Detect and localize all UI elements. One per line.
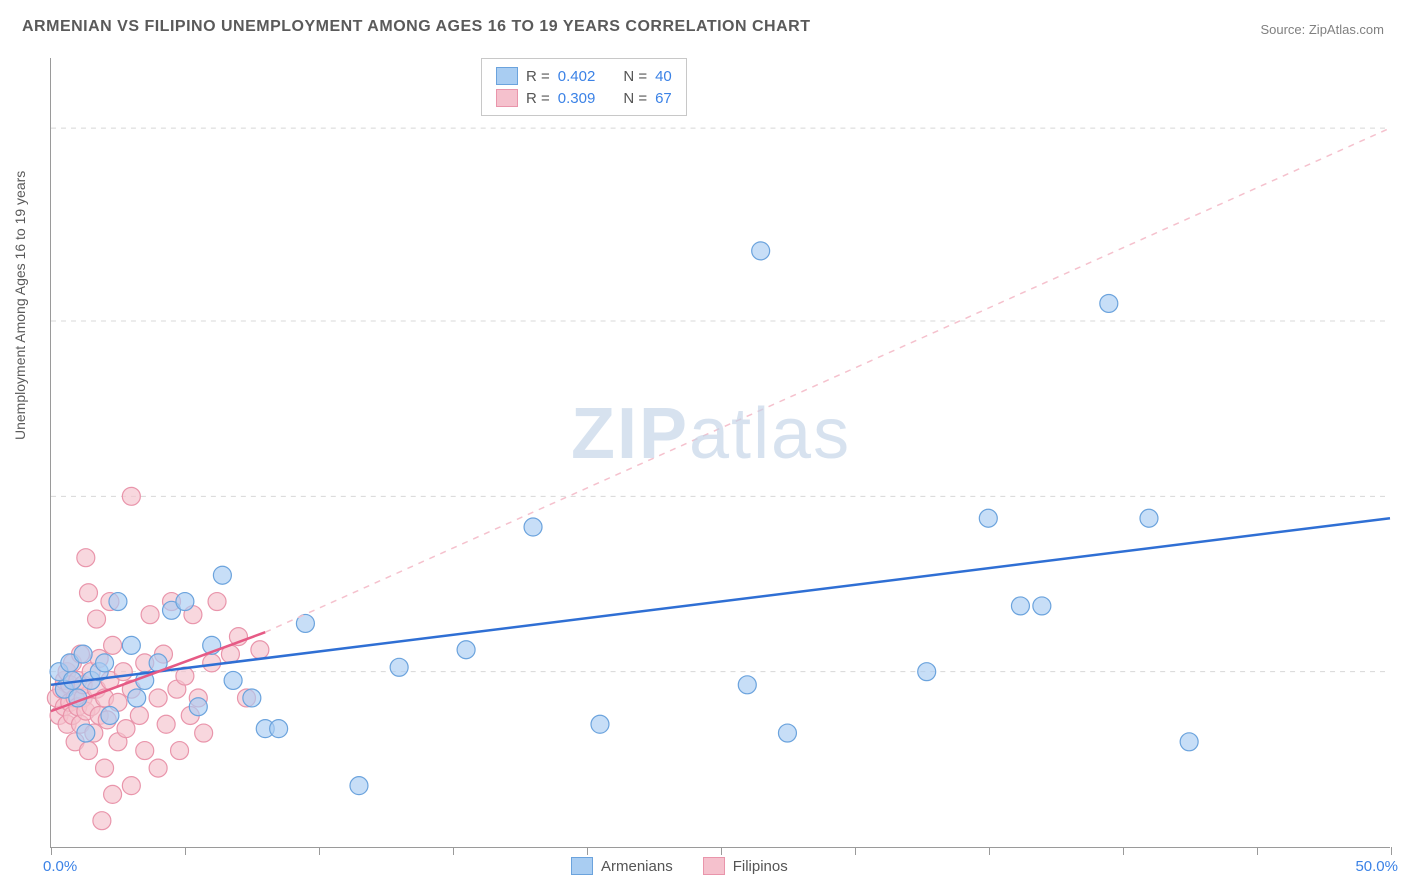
legend-item-armenians: Armenians bbox=[571, 857, 673, 875]
x-tick bbox=[855, 847, 856, 855]
legend-item-filipinos: Filipinos bbox=[703, 857, 788, 875]
x-tick bbox=[587, 847, 588, 855]
x-tick bbox=[989, 847, 990, 855]
x-tick bbox=[185, 847, 186, 855]
n-label-2: N = bbox=[623, 90, 647, 107]
legend-label-filipinos: Filipinos bbox=[733, 858, 788, 875]
series-legend: Armenians Filipinos bbox=[571, 857, 788, 875]
legend-swatch-armenians bbox=[571, 857, 593, 875]
x-tick bbox=[1123, 847, 1124, 855]
plot-area: ZIPatlas R = 0.402 N = 40 R = 0.309 N = … bbox=[50, 58, 1390, 848]
n-label: N = bbox=[623, 68, 647, 85]
x-tick bbox=[319, 847, 320, 855]
x-tick bbox=[51, 847, 52, 855]
source-label: Source: bbox=[1260, 22, 1308, 37]
legend-label-armenians: Armenians bbox=[601, 858, 673, 875]
x-tick bbox=[1391, 847, 1392, 855]
x-tick bbox=[453, 847, 454, 855]
swatch-filipinos bbox=[496, 89, 518, 107]
source-value: ZipAtlas.com bbox=[1309, 22, 1384, 37]
r-label: R = bbox=[526, 68, 550, 85]
chart-svg bbox=[51, 58, 1390, 847]
stats-row-filipinos: R = 0.309 N = 67 bbox=[496, 87, 672, 109]
source-attribution: Source: ZipAtlas.com bbox=[1260, 22, 1384, 37]
r-value-filipinos: 0.309 bbox=[558, 90, 596, 107]
n-value-filipinos: 67 bbox=[655, 90, 672, 107]
chart-title: ARMENIAN VS FILIPINO UNEMPLOYMENT AMONG … bbox=[22, 18, 811, 36]
x-axis-max-label: 50.0% bbox=[1355, 858, 1398, 875]
y-axis-label: Unemployment Among Ages 16 to 19 years bbox=[12, 171, 28, 440]
swatch-armenians bbox=[496, 67, 518, 85]
stats-row-armenians: R = 0.402 N = 40 bbox=[496, 65, 672, 87]
stats-legend: R = 0.402 N = 40 R = 0.309 N = 67 bbox=[481, 58, 687, 116]
r-value-armenians: 0.402 bbox=[558, 68, 596, 85]
x-axis-min-label: 0.0% bbox=[43, 858, 77, 875]
x-tick bbox=[721, 847, 722, 855]
legend-swatch-filipinos bbox=[703, 857, 725, 875]
r-label-2: R = bbox=[526, 90, 550, 107]
n-value-armenians: 40 bbox=[655, 68, 672, 85]
x-tick bbox=[1257, 847, 1258, 855]
